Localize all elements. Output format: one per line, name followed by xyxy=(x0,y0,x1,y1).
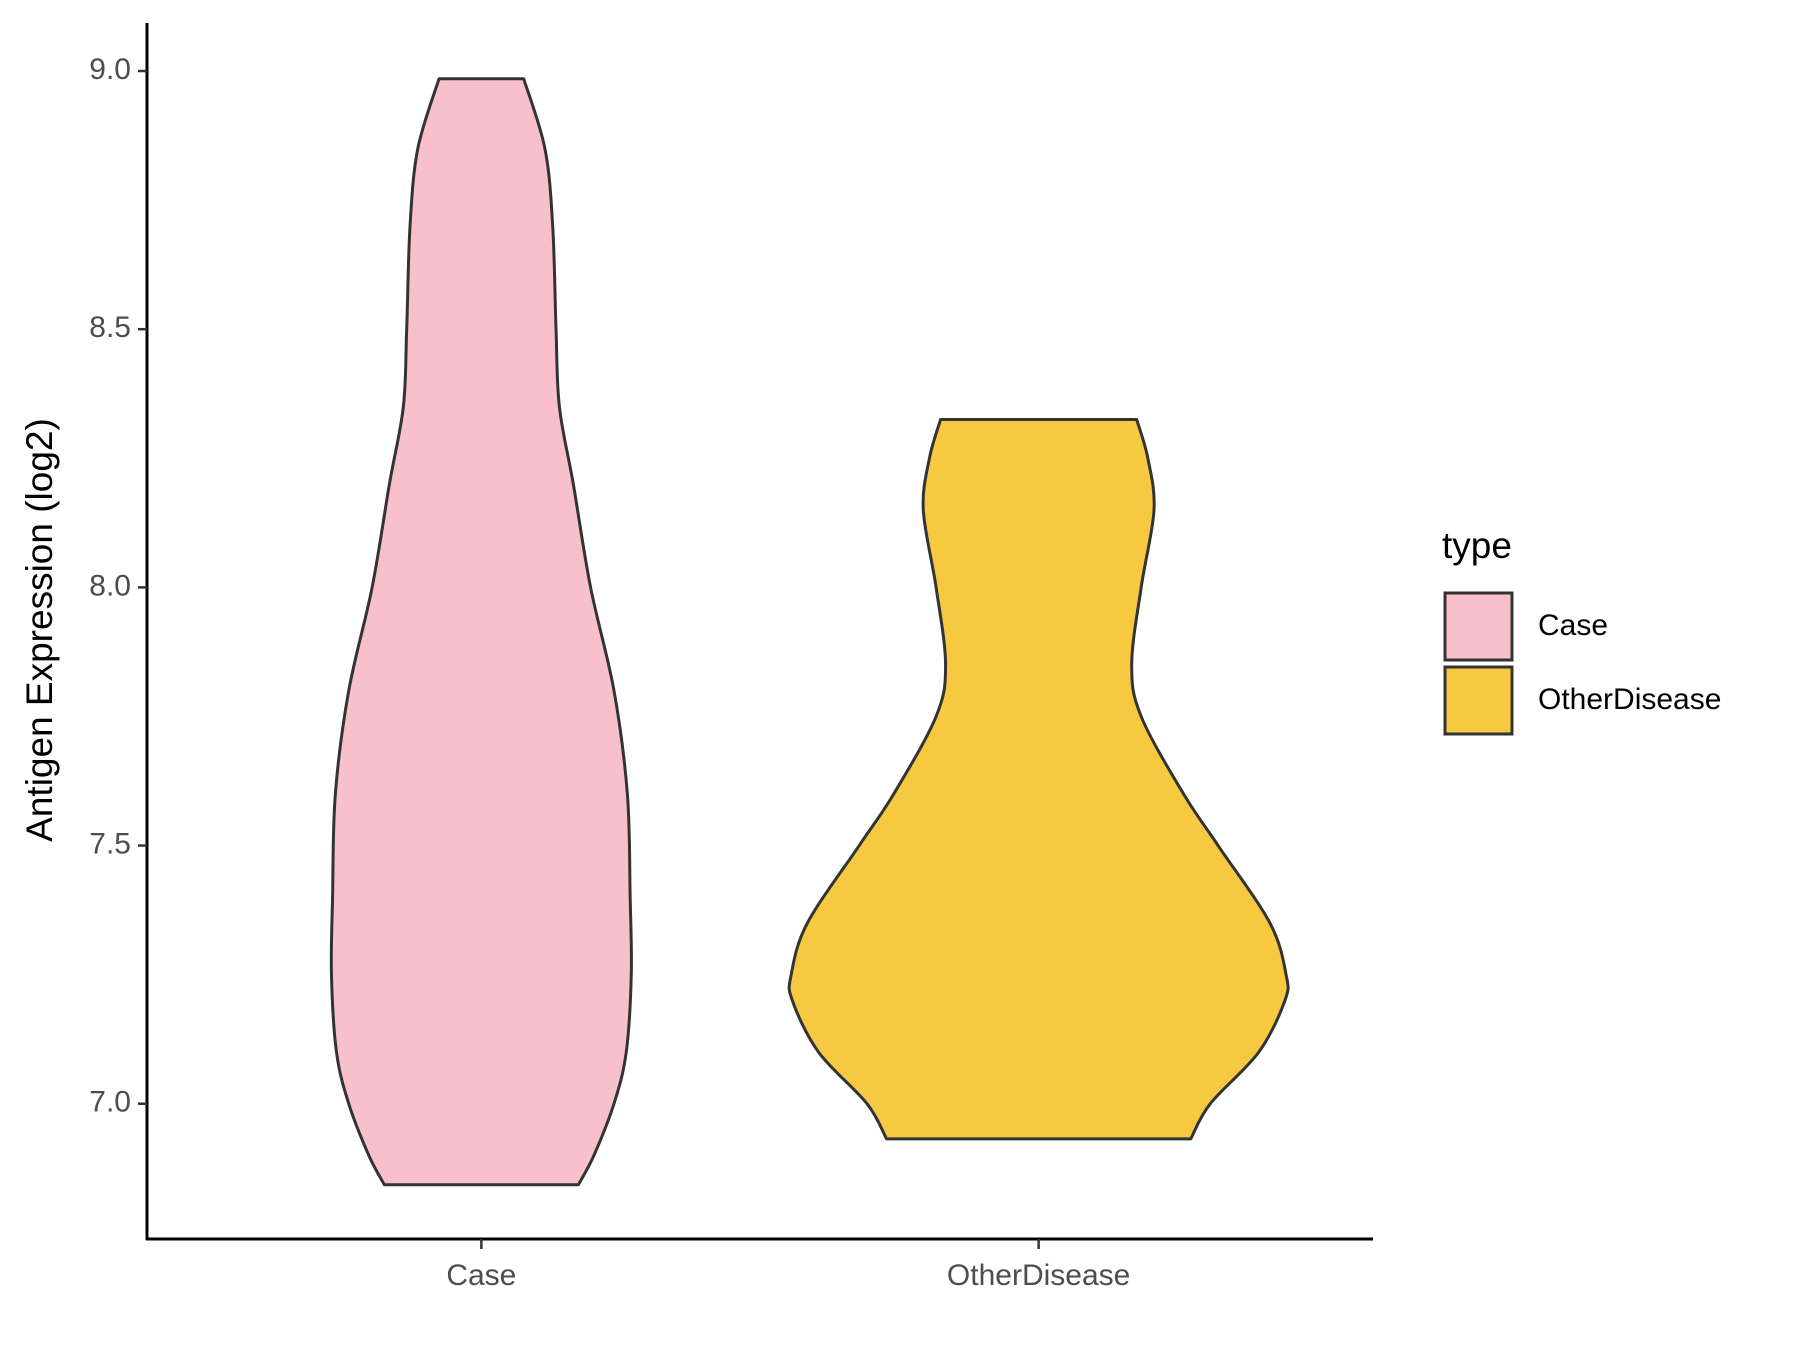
violin xyxy=(787,418,1290,1141)
legend-label: Case xyxy=(1538,609,1608,642)
legend-key xyxy=(1443,665,1514,736)
y-tick-label: 7.0 xyxy=(89,1086,131,1119)
y-tick-label: 7.5 xyxy=(89,827,131,860)
x-tick-label: OtherDisease xyxy=(947,1259,1130,1292)
y-tick-label: 8.5 xyxy=(89,311,131,344)
violin xyxy=(329,77,633,1187)
y-tick-label: 8.0 xyxy=(89,569,131,602)
legend-key xyxy=(1443,591,1514,662)
legend-title: type xyxy=(1442,525,1512,566)
legend-label: OtherDisease xyxy=(1538,683,1721,716)
x-tick-label: Case xyxy=(446,1259,516,1292)
y-tick-label: 9.0 xyxy=(89,53,131,86)
y-axis-title: Antigen Expression (log2) xyxy=(19,418,60,842)
